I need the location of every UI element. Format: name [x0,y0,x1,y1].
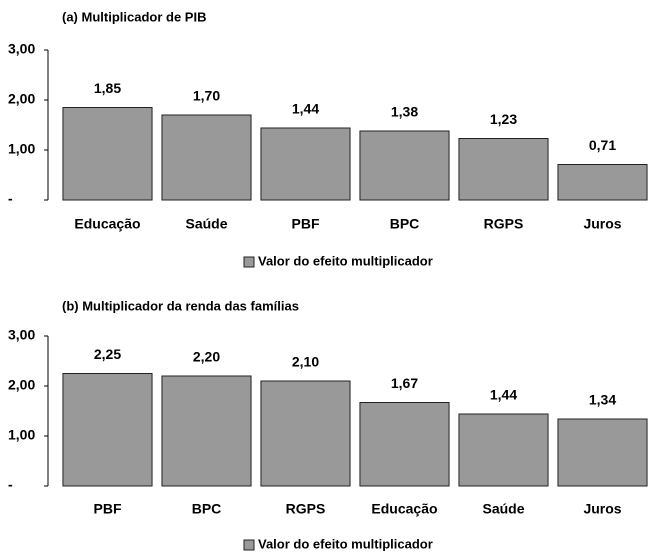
y-tick-label: 1,00 [8,427,35,443]
value-label: 1,44 [292,101,319,117]
value-label: 1,70 [193,88,220,104]
y-tick-label: 2,00 [8,377,35,393]
x-tick-label: RGPS [484,216,524,232]
x-tick-label: BPC [192,501,222,517]
y-tick-label: 3,00 [8,327,35,343]
x-tick-label: RGPS [286,501,326,517]
bar [458,413,549,487]
legend-label: Valor do efeito multiplicador [258,253,433,268]
bar [359,130,450,201]
value-label: 0,71 [589,137,616,153]
x-tick-label: Juros [583,216,621,232]
chart-title: (a) Multiplicador de PIB [62,9,206,24]
bar [260,380,351,487]
bar [62,107,153,201]
x-tick-label: PBF [292,216,320,232]
value-label: 1,67 [391,375,418,391]
bar [458,138,549,201]
x-tick-label: BPC [390,216,420,232]
value-label: 1,34 [589,392,616,408]
value-label: 1,44 [490,387,517,403]
y-tick-label: - [8,477,13,493]
bar [260,127,351,201]
value-label: 2,25 [94,346,121,362]
value-label: 2,10 [292,354,319,370]
x-tick-label: Educação [371,501,437,517]
x-tick-label: Saúde [185,216,227,232]
bar [161,114,252,201]
value-label: 1,38 [391,104,418,120]
x-tick-label: Juros [583,501,621,517]
value-label: 2,20 [193,349,220,365]
x-tick-label: Saúde [482,501,524,517]
chart-title: (b) Multiplicador da renda das famílias [62,298,299,313]
legend-swatch [243,539,255,551]
bar [557,164,648,201]
bar [557,418,648,487]
x-tick-label: Educação [74,216,140,232]
legend-swatch [243,256,255,268]
legend-label: Valor do efeito multiplicador [258,536,433,551]
y-tick-label: - [8,191,13,207]
value-label: 1,85 [94,80,121,96]
y-tick-label: 1,00 [8,141,35,157]
value-label: 1,23 [490,111,517,127]
y-tick-label: 3,00 [8,41,35,57]
bar [359,402,450,487]
bar [62,373,153,487]
x-tick-label: PBF [94,501,122,517]
y-tick-label: 2,00 [8,91,35,107]
bar [161,375,252,487]
